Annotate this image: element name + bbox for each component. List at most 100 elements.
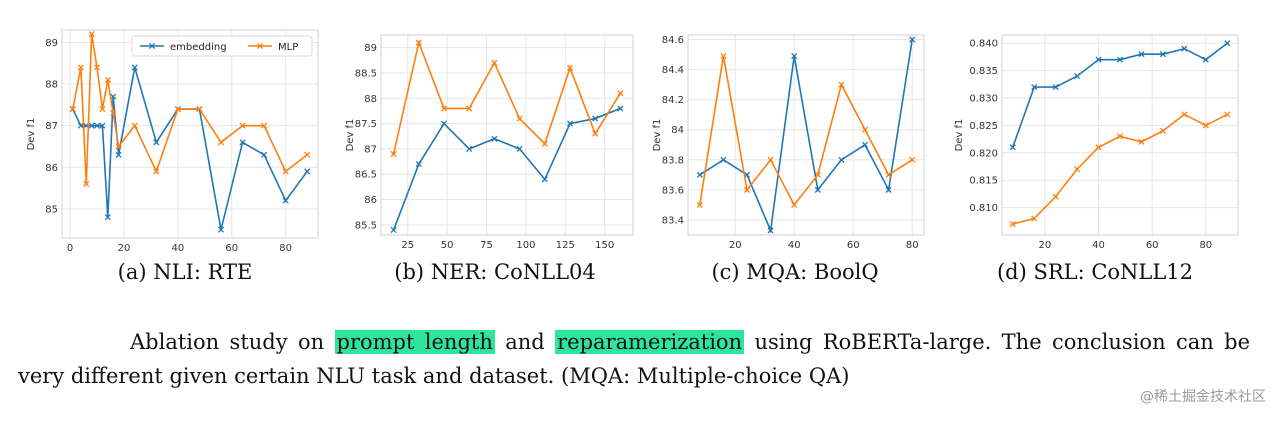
- data-point: [909, 156, 916, 163]
- figure-panels: 85 86 87 88 89 0 20 40 60 80 Dev f1 embedding MLP 85.…: [26, 29, 1239, 254]
- data-point: [104, 214, 111, 221]
- y-tick-label: 0.825: [969, 121, 998, 132]
- data-point: [131, 122, 138, 129]
- caption-d: (d) SRL: CoNLL12: [996, 260, 1194, 284]
- data-point: [696, 171, 703, 178]
- data-point: [1074, 73, 1081, 80]
- y-axis-label: Dev f1: [954, 119, 965, 152]
- text-mid: and: [494, 330, 556, 354]
- data-point: [566, 120, 574, 127]
- data-point: [104, 76, 111, 83]
- series-line-0: [72, 67, 308, 230]
- y-tick-label: 0.815: [969, 176, 998, 187]
- x-tick-label: 60: [847, 240, 860, 251]
- x-tick-label: 80: [1199, 240, 1212, 251]
- x-tick-label: 150: [595, 240, 614, 251]
- data-point: [99, 105, 106, 113]
- y-tick-label: 87.5: [355, 119, 377, 130]
- data-point: [440, 120, 448, 127]
- legend-label: MLP: [278, 42, 298, 53]
- x-tick-label: 25: [401, 240, 414, 251]
- data-point: [1116, 56, 1124, 63]
- data-point: [791, 201, 798, 208]
- data-point: [1159, 127, 1166, 134]
- data-point: [861, 141, 869, 148]
- data-point: [415, 161, 422, 168]
- data-point: [110, 110, 117, 117]
- data-point: [541, 176, 548, 183]
- data-point: [1202, 56, 1209, 63]
- data-point: [617, 105, 624, 112]
- data-point: [1224, 111, 1231, 118]
- data-point: [1159, 51, 1166, 58]
- data-point: [617, 90, 624, 97]
- y-tick-label: 83.6: [662, 185, 684, 196]
- y-tick-label: 0.835: [969, 66, 998, 77]
- data-point: [1052, 193, 1059, 200]
- data-point: [909, 36, 916, 43]
- data-point: [696, 201, 703, 208]
- data-point: [282, 197, 289, 204]
- data-point: [541, 140, 548, 147]
- y-tick-label: 88: [364, 94, 377, 105]
- y-tick-label: 0.830: [969, 94, 998, 105]
- data-point: [261, 122, 268, 129]
- x-tick-label: 20: [1039, 240, 1052, 251]
- legend-box: [131, 35, 313, 57]
- data-point: [516, 115, 523, 122]
- data-point: [131, 64, 138, 71]
- y-tick-label: 84: [671, 125, 684, 136]
- data-point: [390, 226, 397, 233]
- series-line-1: [71, 34, 308, 184]
- y-tick-label: 83.8: [662, 155, 684, 166]
- x-tick-label: 100: [516, 240, 535, 251]
- description-line-1: Ablation study on prompt length and repa…: [18, 325, 1250, 359]
- data-point: [885, 186, 892, 193]
- data-point: [390, 150, 397, 158]
- data-point: [767, 227, 774, 234]
- x-tick-label: 40: [1092, 240, 1105, 251]
- y-tick-label: 88.5: [355, 68, 377, 79]
- data-point: [885, 171, 892, 178]
- data-point: [1138, 138, 1145, 145]
- data-point: [1074, 166, 1081, 173]
- y-tick-label: 83.4: [662, 215, 684, 226]
- data-point: [491, 135, 498, 142]
- data-point: [83, 180, 90, 187]
- y-tick-label: 88: [45, 80, 58, 91]
- y-axis-label: Dev f1: [652, 119, 663, 152]
- x-tick-label: 125: [556, 240, 575, 251]
- caption-a: (a) NLI: RTE: [117, 260, 253, 284]
- data-point: [115, 143, 122, 150]
- chart-3: 0.810 0.815 0.820 0.825 0.830 0.835 0.840 20 40 6…: [954, 34, 1239, 251]
- data-point: [720, 52, 727, 60]
- y-tick-label: 0.840: [969, 39, 998, 50]
- data-point: [261, 151, 268, 158]
- x-tick-label: 0: [67, 243, 73, 254]
- x-tick-label: 20: [118, 243, 131, 254]
- text-before: Ablation study on: [130, 330, 335, 354]
- data-point: [69, 105, 76, 113]
- data-point: [1009, 144, 1016, 151]
- x-tick-label: 40: [788, 240, 801, 251]
- data-point: [1181, 111, 1188, 118]
- highlight-reparamerization: reparamerization: [555, 330, 745, 354]
- y-tick-label: 86.5: [355, 170, 377, 181]
- data-point: [466, 105, 473, 112]
- data-point: [491, 59, 498, 66]
- data-point: [516, 145, 523, 152]
- plot-frame: [61, 29, 319, 239]
- text-after: using RoBERTa-large. The conclusion can …: [744, 330, 1251, 354]
- chart-0: 85 86 87 88 89 0 20 40 60 80 Dev f1 embedding MLP: [26, 29, 319, 254]
- y-tick-label: 89: [45, 38, 58, 49]
- highlight-prompt-length: prompt length: [334, 330, 495, 354]
- y-tick-label: 84.6: [662, 35, 684, 46]
- data-point: [88, 31, 95, 38]
- data-point: [415, 39, 422, 46]
- data-point: [77, 122, 84, 129]
- y-tick-label: 89: [364, 43, 377, 54]
- data-point: [767, 156, 774, 163]
- x-tick-label: 80: [279, 243, 292, 254]
- data-point: [217, 139, 225, 146]
- data-point: [304, 151, 311, 158]
